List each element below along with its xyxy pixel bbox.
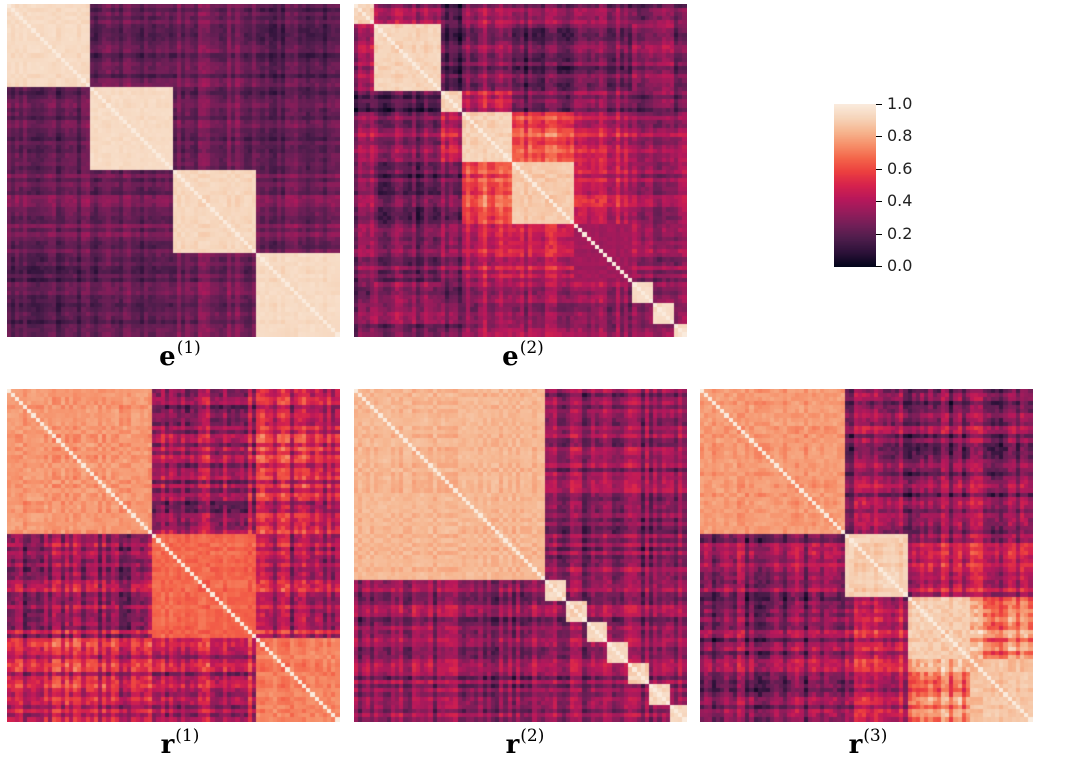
colorbar-tick-label: 0.0 bbox=[887, 256, 913, 275]
colorbar-tick bbox=[876, 136, 882, 137]
caption-r3: r(3) bbox=[768, 726, 968, 760]
caption-e2-base: e bbox=[502, 342, 519, 372]
caption-r1-base: r bbox=[160, 730, 175, 760]
heatmap-r3 bbox=[700, 389, 1033, 722]
colorbar-tick-label: 0.6 bbox=[887, 159, 913, 178]
caption-r1: r(1) bbox=[80, 726, 280, 760]
colorbar-tick-label: 1.0 bbox=[887, 94, 913, 113]
heatmap-r2 bbox=[354, 389, 687, 722]
colorbar-tick bbox=[876, 266, 882, 267]
caption-e1-base: e bbox=[159, 342, 176, 372]
colorbar-tick bbox=[876, 234, 882, 235]
caption-r2-sup: (2) bbox=[520, 726, 545, 746]
colorbar-gradient bbox=[834, 104, 876, 267]
colorbar-tick bbox=[876, 104, 882, 105]
heatmap-e2 bbox=[354, 4, 687, 337]
caption-r1-sup: (1) bbox=[175, 726, 200, 746]
colorbar-tick bbox=[876, 169, 882, 170]
colorbar-tick-label: 0.2 bbox=[887, 224, 913, 243]
caption-e2-sup: (2) bbox=[519, 338, 544, 358]
heatmap-r1 bbox=[7, 389, 340, 722]
colorbar-tick-label: 0.8 bbox=[887, 126, 913, 145]
colorbar-tick bbox=[876, 201, 882, 202]
heatmap-e1 bbox=[7, 4, 340, 337]
caption-e2: e(2) bbox=[423, 338, 623, 372]
colorbar-tick-label: 0.4 bbox=[887, 191, 913, 210]
caption-r2: r(2) bbox=[425, 726, 625, 760]
caption-e1-sup: (1) bbox=[176, 338, 201, 358]
caption-r3-sup: (3) bbox=[863, 726, 888, 746]
caption-e1: e(1) bbox=[80, 338, 280, 372]
caption-r3-base: r bbox=[848, 730, 863, 760]
caption-r2-base: r bbox=[505, 730, 520, 760]
